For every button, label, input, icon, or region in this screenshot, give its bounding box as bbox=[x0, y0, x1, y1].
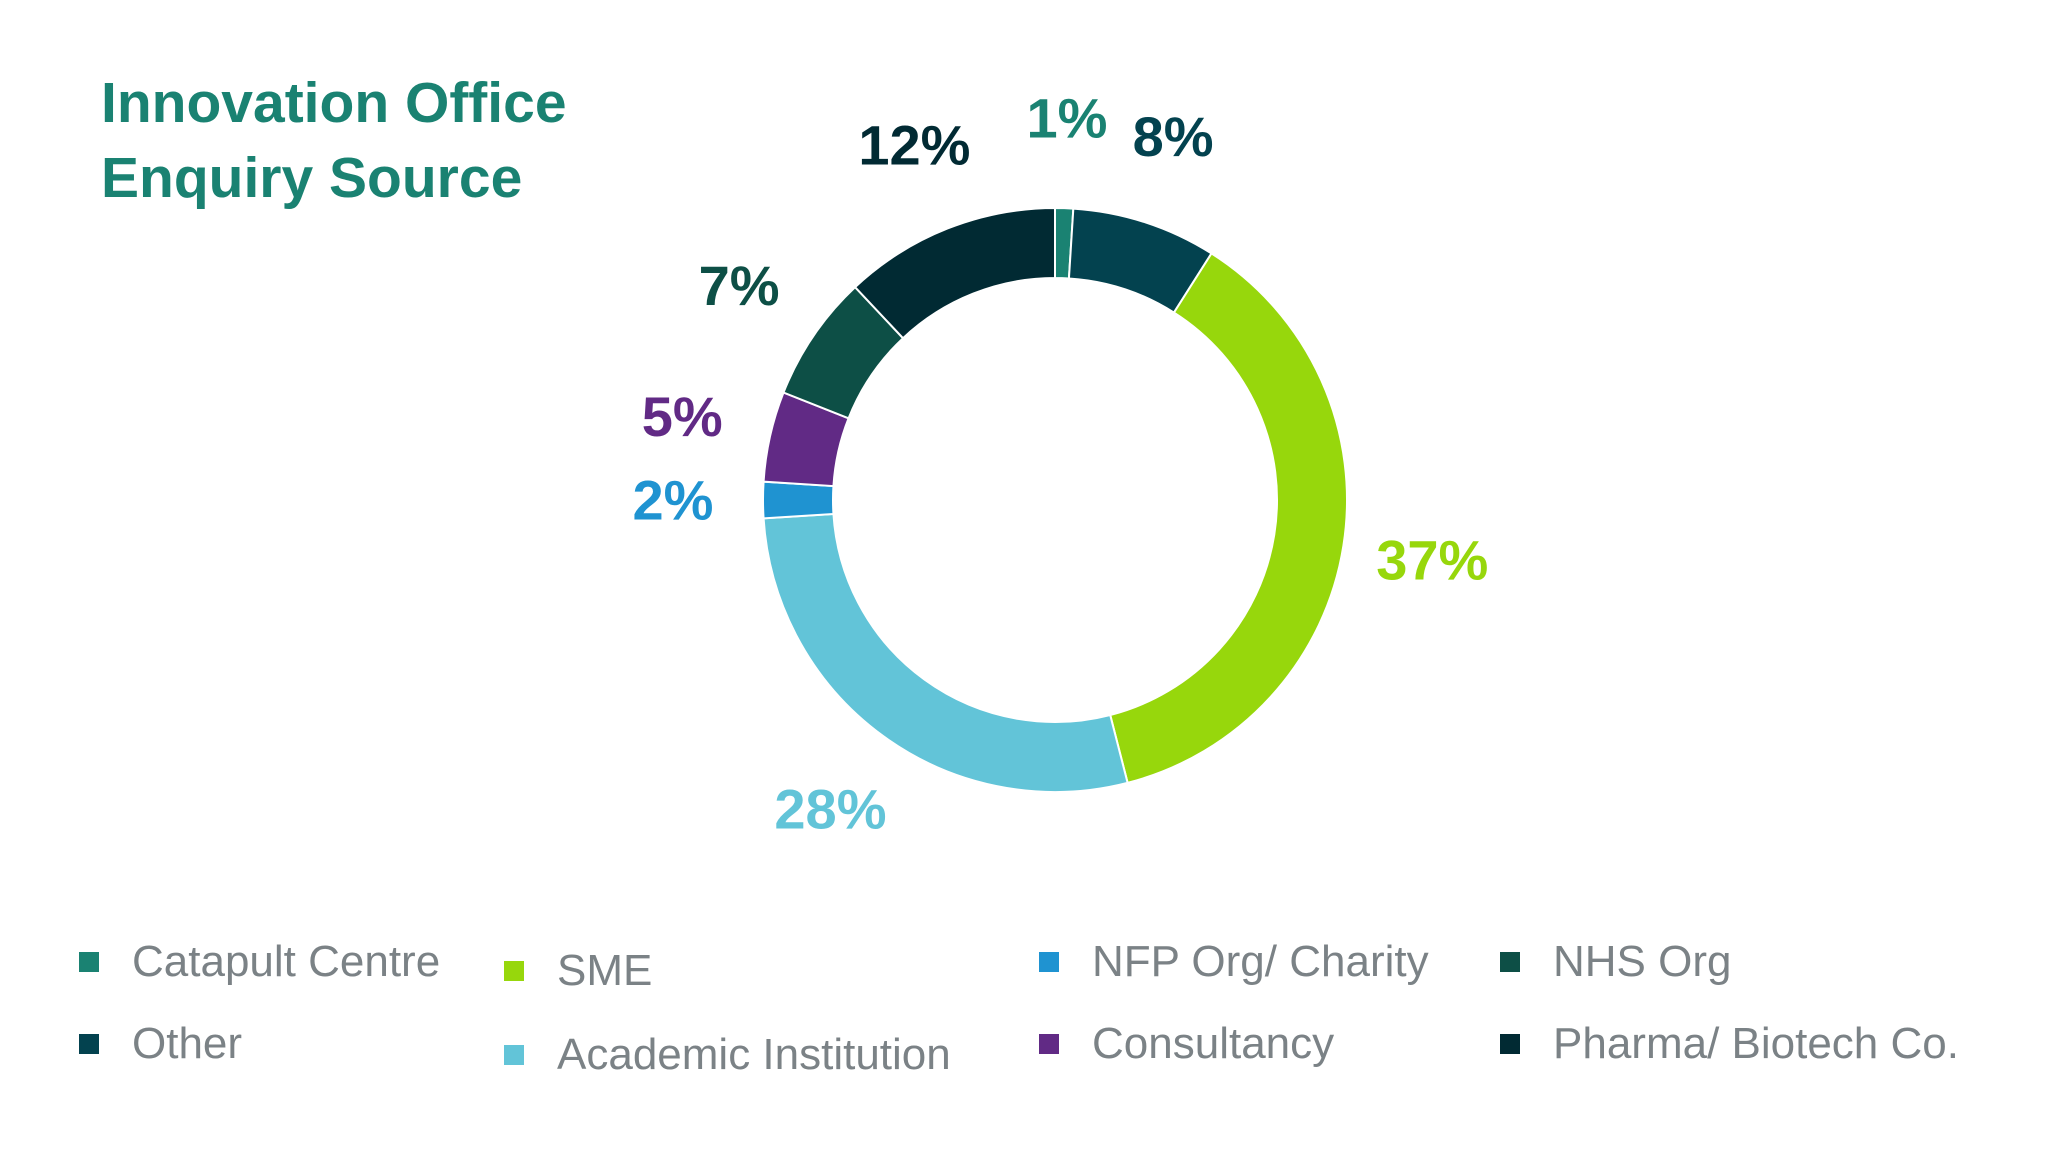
chart-title-line-1: Innovation Office bbox=[101, 71, 567, 135]
slice-pharma-biotech-co bbox=[853, 206, 1056, 340]
legend-item-nfp-org-charity: NFP Org/ Charity bbox=[1039, 937, 1429, 987]
legend-item-sme: SME bbox=[504, 946, 652, 996]
data-label-sme: 37% bbox=[1376, 528, 1488, 591]
legend-swatch bbox=[79, 952, 99, 972]
slice-sme bbox=[1108, 252, 1348, 785]
data-label-other: 8% bbox=[1133, 105, 1214, 168]
legend-swatch bbox=[504, 1045, 524, 1065]
legend-label: SME bbox=[557, 946, 653, 995]
legend-label: NHS Org bbox=[1553, 937, 1732, 986]
slice-academic-institution bbox=[762, 512, 1129, 793]
chart-title-line-2: Enquiry Source bbox=[101, 146, 523, 210]
legend-label: Consultancy bbox=[1092, 1019, 1335, 1068]
data-label-nfp-org-charity: 2% bbox=[633, 469, 714, 532]
legend-label: Other bbox=[132, 1019, 243, 1068]
legend-item-catapult-centre: Catapult Centre bbox=[79, 937, 440, 987]
legend-label: Catapult Centre bbox=[132, 937, 441, 986]
data-label-catapult-centre: 1% bbox=[1027, 87, 1108, 150]
data-label-academic-institution: 28% bbox=[774, 778, 886, 841]
legend-label: NFP Org/ Charity bbox=[1092, 937, 1429, 986]
legend-label: Academic Institution bbox=[557, 1030, 951, 1079]
legend-swatch bbox=[79, 1034, 99, 1054]
legend-swatch bbox=[1500, 1034, 1520, 1054]
data-label-consultancy: 5% bbox=[642, 385, 723, 448]
legend-label: Pharma/ Biotech Co. bbox=[1553, 1019, 1959, 1068]
legend-item-other: Other bbox=[79, 1019, 242, 1069]
data-label-nhs-org: 7% bbox=[699, 254, 780, 317]
legend-swatch bbox=[1039, 1034, 1059, 1054]
legend-swatch bbox=[1500, 952, 1520, 972]
legend-item-academic-institution: Academic Institution bbox=[504, 1030, 951, 1080]
chart-title: Innovation Office Enquiry Source bbox=[101, 66, 567, 216]
legend-swatch bbox=[1039, 952, 1059, 972]
legend-item-consultancy: Consultancy bbox=[1039, 1019, 1334, 1069]
data-label-pharma-biotech-co: 12% bbox=[858, 113, 970, 176]
legend-item-pharma-biotech-co: Pharma/ Biotech Co. bbox=[1500, 1019, 1959, 1069]
legend-swatch bbox=[504, 961, 524, 981]
slice-nfp-org-charity bbox=[761, 480, 835, 520]
legend-item-nhs-org: NHS Org bbox=[1500, 937, 1731, 987]
